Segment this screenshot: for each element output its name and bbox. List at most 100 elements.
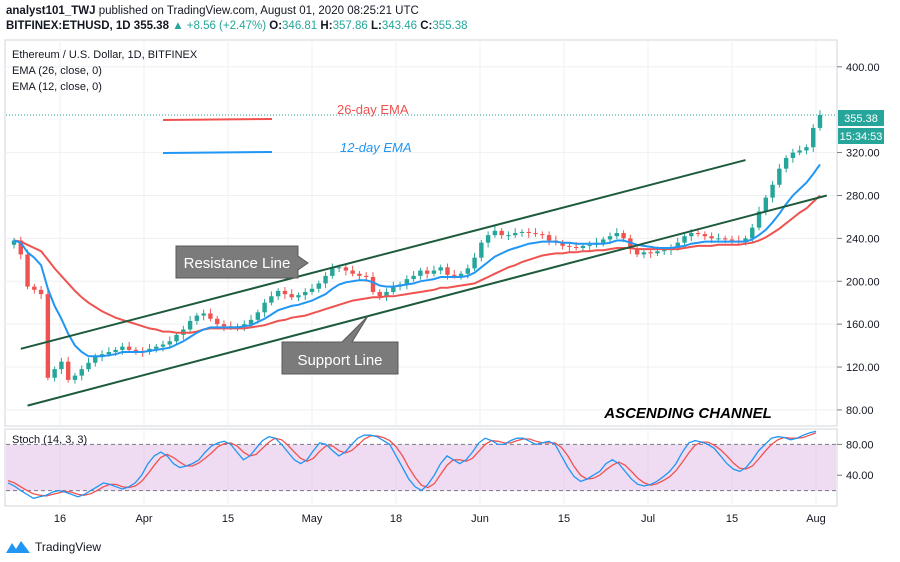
candle-body: [187, 320, 193, 330]
low-label: L:: [370, 20, 382, 32]
candle-body: [756, 211, 762, 228]
candle-body: [11, 240, 17, 245]
candle-body: [357, 273, 362, 276]
candle-body: [682, 236, 687, 243]
candle-body: [689, 233, 694, 237]
candle-body: [695, 233, 701, 235]
stoch-legend: Stoch (14, 3, 3): [12, 434, 87, 446]
candle-body: [783, 157, 789, 169]
countdown-box: [838, 128, 884, 144]
candle-body: [655, 251, 660, 254]
candle-body: [32, 286, 37, 290]
chart-frame[interactable]: 80.00 120.00 160.00 200.00 240.00 280.00 320.0…: [0, 38, 900, 528]
candle-body: [275, 290, 281, 297]
last-price: 355.38: [133, 20, 169, 32]
candle-body: [201, 313, 206, 316]
time-tick-label: Apr: [135, 513, 152, 525]
candle-body: [330, 268, 335, 276]
candle-body: [174, 334, 179, 342]
candle-body: [113, 349, 118, 353]
chart-canvas[interactable]: 80.00 120.00 160.00 200.00 240.00 280.00 320.0…: [0, 38, 900, 528]
candle-body: [546, 235, 552, 241]
publication-line: analyst101_TWJ published on TradingView.…: [6, 4, 886, 19]
open-value: 346.81: [282, 20, 318, 32]
candle-body: [533, 233, 538, 235]
candle-body: [255, 312, 261, 320]
candle-body: [811, 127, 816, 148]
ema12-key-line: [162, 151, 273, 154]
price-tick-label: 400.00: [846, 62, 880, 74]
close-value: 355.38: [432, 20, 468, 32]
candle-body: [316, 283, 321, 289]
author-name[interactable]: analyst101_TWJ: [6, 5, 96, 17]
candle-body: [465, 268, 470, 274]
tradingview-logo-icon: [6, 541, 30, 553]
ohlc-line: BITFINEX:ETHUSD, 1D 355.38 ▲ +8.56 (+2.4…: [6, 19, 886, 34]
price-tick-label: 120.00: [846, 362, 880, 374]
open-label: O:: [269, 20, 283, 32]
candle-body: [587, 244, 592, 246]
candle-body: [601, 239, 606, 243]
price-tick-label: 320.00: [846, 148, 880, 160]
candle-body: [777, 168, 782, 185]
candle-body: [350, 270, 355, 274]
candle-body: [303, 291, 308, 296]
candle-body: [797, 150, 802, 153]
candle-body: [492, 230, 498, 236]
ema26-line: [13, 194, 821, 334]
candle-body: [445, 267, 450, 275]
high-label: H:: [320, 20, 333, 32]
candle-body: [391, 286, 396, 292]
candle-body: [458, 273, 464, 276]
candle-body: [120, 346, 125, 350]
time-tick-label: Jul: [641, 513, 655, 525]
candle-body: [214, 318, 220, 325]
price-tick-label: 80.00: [846, 405, 874, 417]
candle-body: [45, 294, 51, 378]
candle-body: [248, 319, 254, 325]
ema12-annotation: 12-day EMA: [340, 140, 412, 155]
candle-body: [763, 197, 769, 212]
candle-body: [506, 235, 511, 237]
candle-body: [38, 289, 44, 295]
time-tick-label: Jun: [471, 513, 489, 525]
price-tag-value: 355.38: [844, 113, 878, 125]
candle-body: [364, 275, 369, 277]
resistance-label: Resistance Line: [184, 255, 291, 272]
candle-body: [560, 242, 565, 246]
countdown-value: 15:34:53: [840, 131, 883, 143]
candle-body: [323, 275, 328, 284]
ema12-legend: EMA (12, close, 0): [12, 81, 102, 93]
candle-body: [431, 270, 437, 274]
candle-body: [52, 369, 57, 378]
candle-body: [336, 267, 342, 269]
candle-body: [722, 238, 728, 240]
candle-body: [208, 313, 213, 319]
candle-body: [662, 250, 667, 252]
candle-body: [289, 294, 294, 298]
price-tick-label: 200.00: [846, 276, 880, 288]
time-tick-label: 15: [558, 513, 570, 525]
candle-body: [804, 147, 809, 151]
footer-brand[interactable]: TradingView: [35, 540, 102, 554]
support-callout: [281, 315, 399, 375]
stoch-d-line: [7, 432, 817, 497]
stoch-pane-border: [4, 428, 838, 507]
candle-body: [770, 184, 775, 198]
candle-body: [377, 291, 382, 297]
candle-body: [479, 242, 484, 258]
time-tick-label: May: [302, 513, 323, 525]
price-tag: 355.38 15:34:53: [838, 110, 884, 144]
low-value: 343.46: [381, 20, 417, 32]
high-value: 357.86: [332, 20, 368, 32]
candle-body: [573, 246, 579, 249]
candle-body: [370, 276, 376, 292]
candle-body: [126, 346, 132, 350]
price-tick-label: 280.00: [846, 190, 880, 202]
time-tick-label: 16: [54, 513, 66, 525]
candle-body: [65, 361, 71, 380]
ema26-key-line: [162, 118, 273, 121]
time-tick-label: 15: [726, 513, 738, 525]
candle-body: [86, 362, 91, 370]
candle-body: [25, 254, 30, 287]
